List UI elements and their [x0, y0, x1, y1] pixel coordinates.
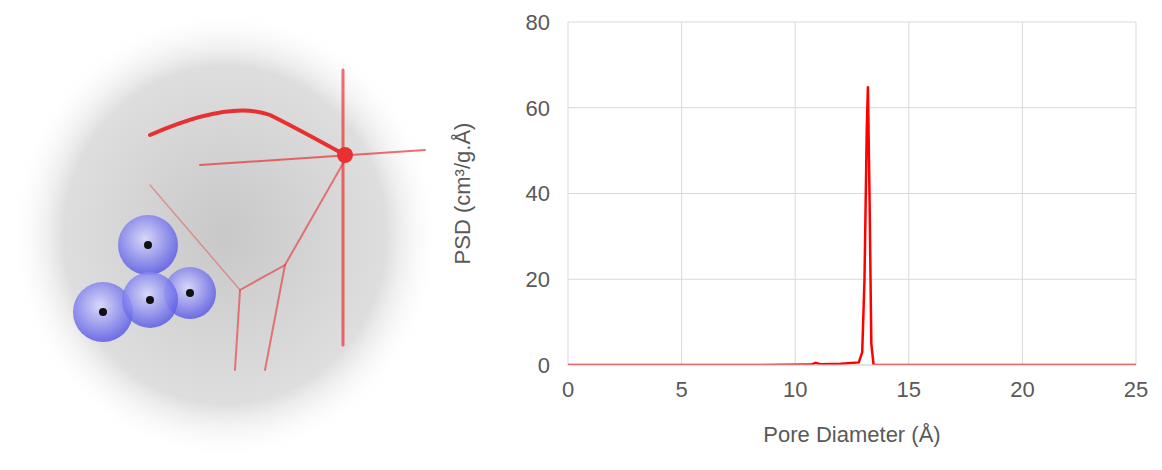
svg-text:20: 20	[526, 267, 550, 292]
svg-text:Pore Diameter (Å): Pore Diameter (Å)	[763, 422, 940, 447]
svg-text:25: 25	[1124, 377, 1148, 402]
svg-text:10: 10	[783, 377, 807, 402]
svg-text:0: 0	[538, 353, 550, 378]
svg-text:60: 60	[526, 96, 550, 121]
svg-text:5: 5	[675, 377, 687, 402]
svg-text:80: 80	[526, 10, 550, 35]
svg-text:15: 15	[897, 377, 921, 402]
svg-text:20: 20	[1010, 377, 1034, 402]
svg-text:40: 40	[526, 181, 550, 206]
svg-text:0: 0	[562, 377, 574, 402]
svg-text:PSD (cm³/g.Å): PSD (cm³/g.Å)	[450, 123, 475, 265]
